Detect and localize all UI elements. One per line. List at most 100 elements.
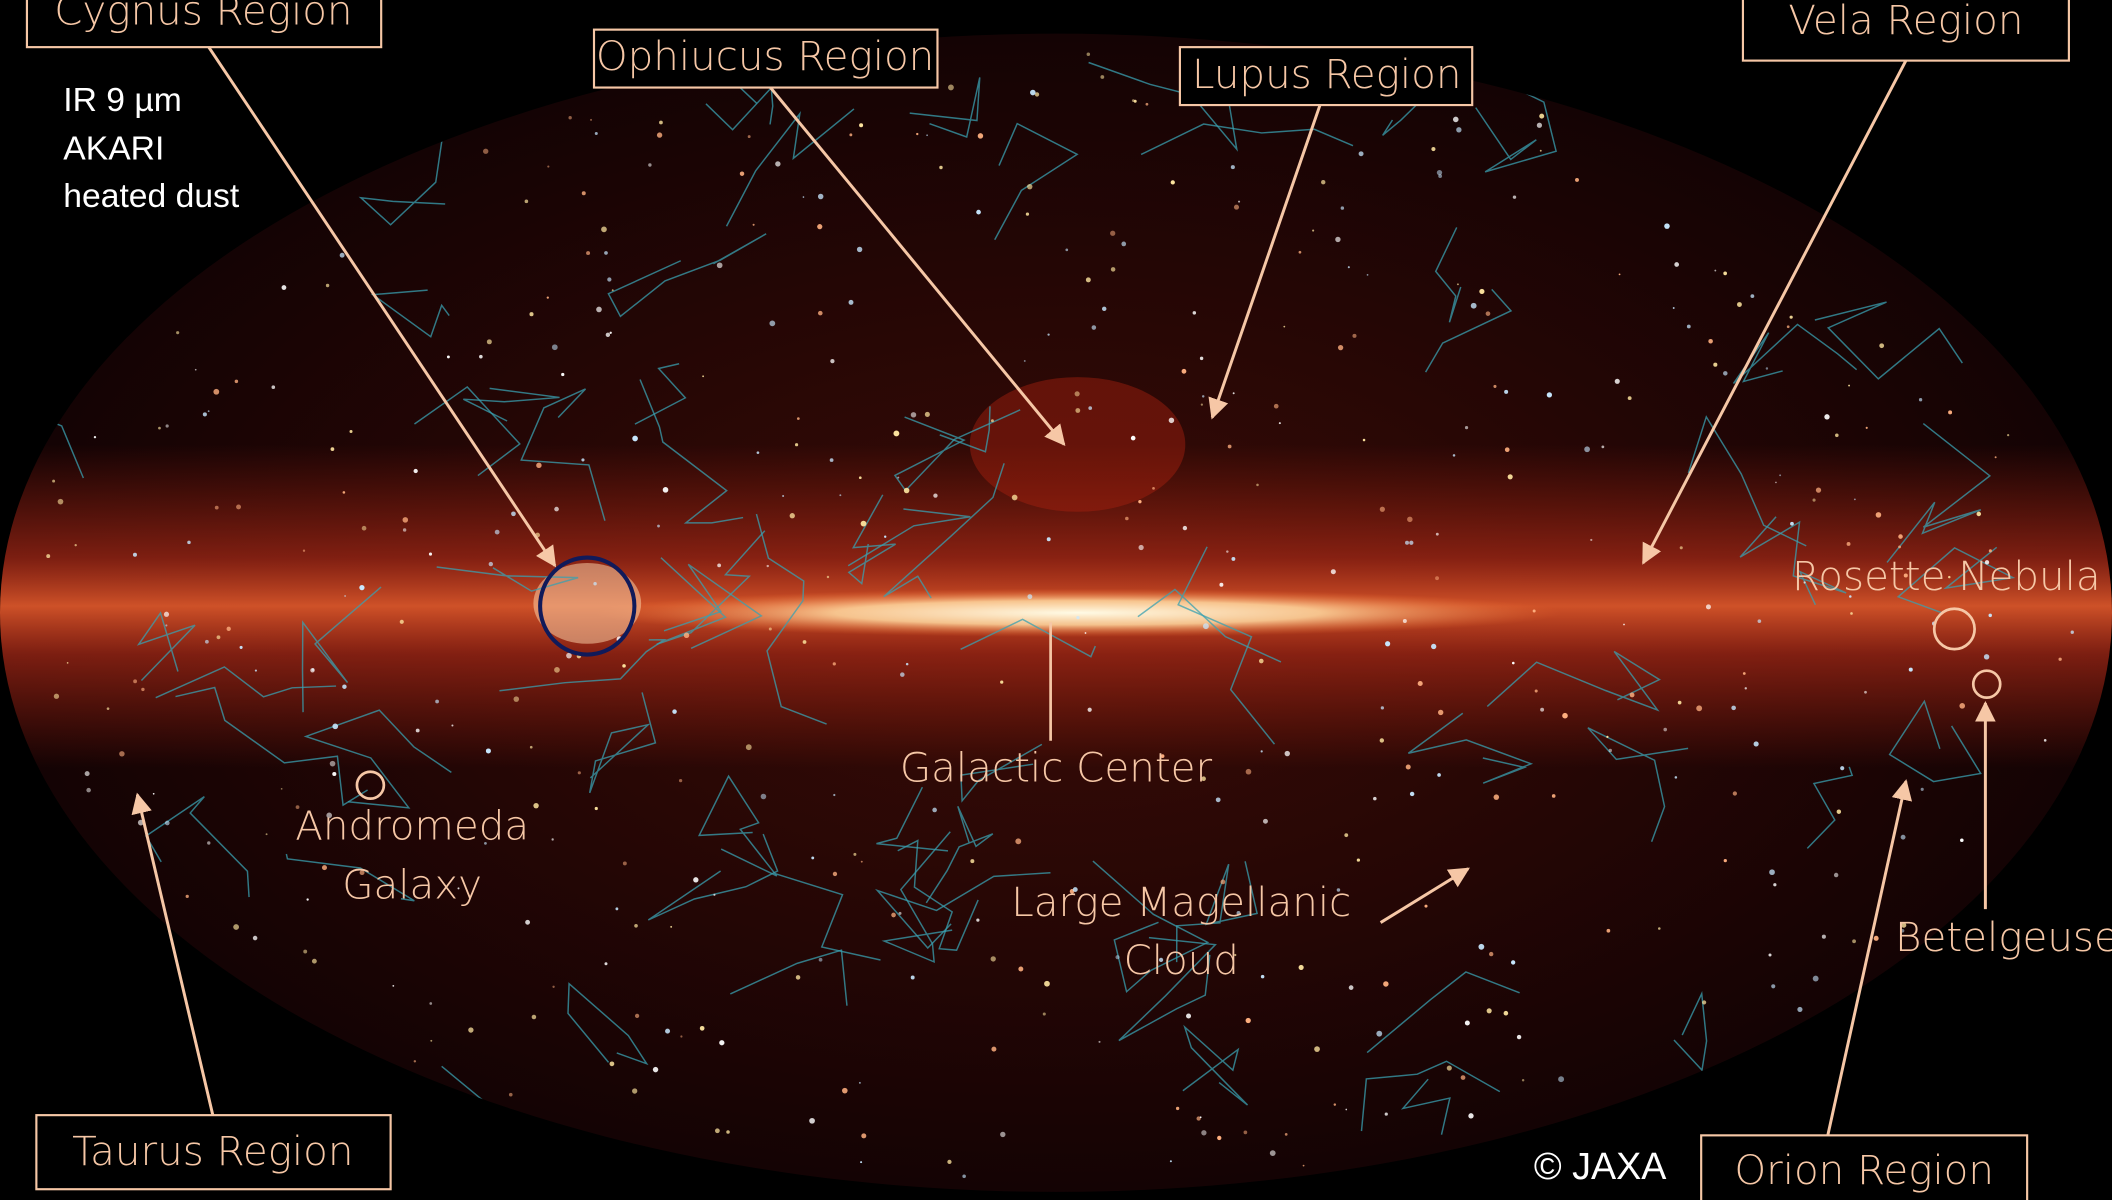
credit: © JAXA	[1534, 1145, 1667, 1187]
star	[670, 925, 673, 928]
star	[1489, 951, 1494, 957]
star	[1769, 869, 1775, 876]
star	[991, 1046, 997, 1052]
marker-circle	[1932, 607, 1976, 651]
star	[165, 424, 169, 428]
constellation	[155, 666, 337, 699]
star	[1988, 549, 1992, 553]
star	[853, 852, 857, 856]
star	[1283, 325, 1286, 328]
star	[1284, 750, 1290, 757]
star	[1757, 619, 1762, 623]
star	[1072, 887, 1078, 893]
star	[310, 668, 315, 673]
star	[213, 388, 220, 395]
star	[1468, 1113, 1474, 1119]
star	[2058, 657, 2062, 661]
star	[604, 962, 608, 966]
constellation	[1424, 288, 1513, 373]
label: Ophiucus Region	[596, 32, 934, 80]
star	[1511, 661, 1515, 665]
galactic-core	[592, 588, 1563, 638]
star	[392, 984, 395, 987]
star	[1779, 474, 1782, 477]
star	[133, 679, 138, 684]
star	[1849, 595, 1852, 598]
label: Galactic Center	[900, 743, 1213, 791]
star	[1575, 177, 1579, 182]
star	[1260, 750, 1263, 753]
star	[615, 907, 619, 911]
star	[1046, 537, 1051, 542]
star	[796, 417, 800, 420]
star	[413, 1060, 417, 1063]
star	[529, 312, 534, 317]
star	[1121, 241, 1127, 247]
star	[632, 1088, 638, 1094]
star	[483, 148, 489, 154]
star	[1348, 985, 1354, 990]
star	[1101, 306, 1107, 312]
star	[1336, 888, 1341, 892]
star	[947, 1159, 952, 1165]
star	[1606, 928, 1611, 933]
star	[910, 975, 915, 980]
star	[1417, 680, 1423, 687]
star	[1027, 594, 1033, 600]
star	[1085, 277, 1091, 283]
star	[252, 935, 258, 941]
label: Betelgeuse	[1895, 913, 2112, 961]
star	[622, 861, 627, 866]
star	[1201, 776, 1206, 782]
star	[1590, 538, 1593, 542]
star	[1278, 422, 1281, 425]
star	[1456, 283, 1459, 286]
star	[1452, 454, 1456, 457]
star	[1713, 362, 1718, 367]
star	[1540, 707, 1545, 712]
star	[714, 1128, 720, 1134]
stars	[46, 52, 2074, 1179]
star	[1677, 700, 1682, 705]
star	[486, 339, 492, 345]
star	[795, 975, 801, 980]
star	[435, 699, 439, 704]
constellation	[136, 611, 196, 682]
star	[832, 662, 836, 666]
star	[430, 1039, 433, 1042]
star	[1231, 556, 1236, 561]
label: Taurus Region	[72, 1127, 353, 1175]
star	[1562, 712, 1568, 719]
star	[1846, 542, 1851, 546]
star	[1238, 200, 1241, 203]
star	[1196, 1116, 1201, 1121]
constellation	[499, 638, 667, 692]
star	[1201, 1130, 1207, 1136]
star	[1358, 151, 1364, 157]
star	[1672, 307, 1675, 309]
star	[207, 410, 210, 413]
star	[1314, 1046, 1320, 1053]
star	[601, 226, 607, 233]
star	[933, 493, 938, 498]
star	[280, 787, 283, 790]
label: Lupus Region	[1192, 50, 1461, 98]
constellation	[1587, 727, 1689, 843]
star	[84, 771, 90, 777]
star	[513, 696, 520, 702]
star	[2043, 739, 2047, 742]
star	[1875, 512, 1882, 518]
star	[699, 1025, 705, 1031]
star	[1405, 540, 1409, 545]
star	[1181, 368, 1187, 374]
constellation	[697, 774, 778, 877]
star	[326, 812, 333, 819]
star	[809, 1117, 815, 1124]
star	[683, 632, 690, 639]
star	[344, 595, 346, 597]
constellation	[303, 709, 452, 809]
star	[632, 435, 638, 442]
star	[1330, 569, 1336, 575]
star	[1015, 838, 1022, 845]
star	[1848, 384, 1850, 387]
